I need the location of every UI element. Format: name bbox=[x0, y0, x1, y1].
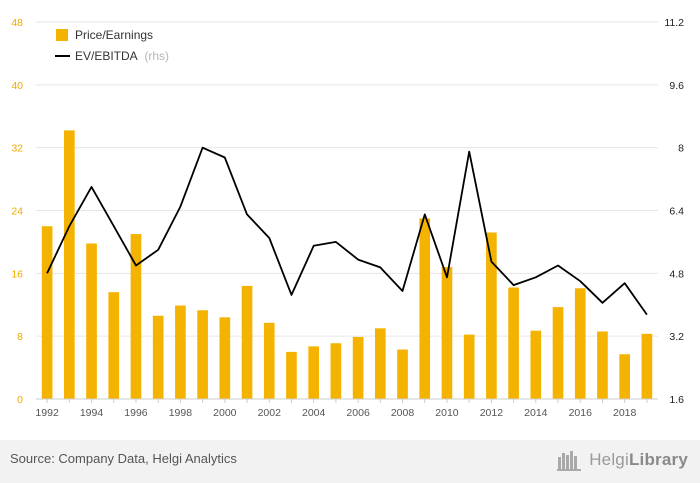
bar-price-earnings bbox=[108, 292, 120, 399]
x-axis-tick-label: 2016 bbox=[569, 407, 593, 419]
bar-price-earnings bbox=[397, 349, 408, 399]
bar-price-earnings bbox=[152, 315, 164, 399]
bar-price-earnings bbox=[463, 334, 475, 399]
x-axis-tick-label: 2004 bbox=[302, 407, 326, 419]
right-axis-tick-label: 4.8 bbox=[669, 268, 684, 280]
source-note: Source: Company Data, Helgi Analytics bbox=[10, 451, 237, 466]
legend-swatch-price-earnings bbox=[56, 29, 68, 41]
footer-bar bbox=[0, 440, 700, 483]
right-axis-tick-label: 3.2 bbox=[669, 331, 684, 343]
bar-price-earnings bbox=[263, 322, 275, 399]
library-books-icon bbox=[557, 451, 582, 471]
bar-price-earnings bbox=[308, 346, 320, 399]
bar-price-earnings bbox=[352, 336, 364, 399]
x-axis-tick-label: 1996 bbox=[124, 407, 148, 419]
x-axis-tick-label: 1998 bbox=[169, 407, 193, 419]
bar-price-earnings bbox=[41, 226, 53, 399]
legend-label-ev-ebitda: EV/EBITDA (rhs) bbox=[75, 49, 169, 63]
x-axis-tick-label: 2002 bbox=[258, 407, 282, 419]
x-axis-tick-label: 2018 bbox=[613, 407, 637, 419]
right-axis-tick-label: 8 bbox=[678, 143, 684, 155]
bar-price-earnings bbox=[175, 305, 186, 399]
left-axis-tick-label: 32 bbox=[11, 143, 23, 155]
legend-label-ev-ebitda-name: EV/EBITDA bbox=[75, 49, 138, 63]
bar-price-earnings bbox=[508, 287, 519, 399]
x-axis-tick-label: 2010 bbox=[435, 407, 459, 419]
legend-label-rhs-note: (rhs) bbox=[144, 49, 169, 63]
left-axis-tick-label: 0 bbox=[17, 394, 23, 406]
bar-price-earnings bbox=[552, 307, 564, 399]
left-axis-tick-label: 40 bbox=[11, 80, 23, 92]
right-axis-tick-label: 1.6 bbox=[669, 394, 684, 406]
bar-price-earnings bbox=[486, 232, 497, 399]
bar-price-earnings bbox=[641, 333, 653, 399]
bar-price-earnings bbox=[597, 331, 608, 399]
bar-price-earnings bbox=[197, 310, 208, 399]
helgi-library-logo[interactable]: HelgiLibrary bbox=[557, 446, 688, 474]
bar-price-earnings bbox=[86, 243, 97, 399]
bar-price-earnings bbox=[241, 285, 253, 399]
x-axis-tick-label: 2008 bbox=[391, 407, 415, 419]
bar-price-earnings bbox=[530, 330, 542, 399]
price-earnings-bars bbox=[41, 130, 653, 399]
bar-price-earnings bbox=[374, 328, 386, 399]
x-axis-tick-label: 2014 bbox=[524, 407, 548, 419]
bar-price-earnings bbox=[63, 130, 75, 399]
bar-price-earnings bbox=[130, 234, 142, 399]
gridlines bbox=[36, 21, 658, 337]
bar-price-earnings bbox=[574, 288, 586, 399]
bar-price-earnings bbox=[419, 218, 431, 399]
ev-ebitda-line bbox=[46, 146, 648, 316]
legend-label-price-earnings: Price/Earnings bbox=[75, 28, 153, 42]
right-axis-tick-label: 11.2 bbox=[664, 17, 684, 29]
left-axis-tick-label: 16 bbox=[11, 268, 23, 280]
bar-price-earnings bbox=[619, 354, 631, 399]
bar-price-earnings bbox=[330, 343, 342, 399]
x-axis-tick-label: 2000 bbox=[213, 407, 237, 419]
chart-area: 0 1.6 8 3.2 16 4.8 24 6.4 32 8 40 9.6 48 11.2 1992 1994… bbox=[11, 17, 684, 419]
right-axis-tick-label: 6.4 bbox=[669, 206, 684, 218]
x-axis-tick-label: 1992 bbox=[35, 407, 59, 419]
right-axis-tick-label: 9.6 bbox=[669, 80, 684, 92]
bar-price-earnings bbox=[441, 267, 453, 399]
left-axis-tick-label: 48 bbox=[11, 17, 23, 29]
bar-price-earnings bbox=[219, 317, 231, 399]
x-axis-tick-label: 2012 bbox=[480, 407, 504, 419]
x-axis-tick-label: 2006 bbox=[346, 407, 370, 419]
legend: Price/Earnings EV/EBITDA (rhs) bbox=[55, 28, 169, 63]
left-axis-tick-label: 8 bbox=[17, 331, 23, 343]
brand-name: HelgiLibrary bbox=[589, 450, 688, 469]
x-axis-tick-label: 1994 bbox=[80, 407, 104, 419]
left-axis-tick-label: 24 bbox=[11, 206, 23, 218]
bar-price-earnings bbox=[286, 351, 297, 399]
axes: 0 1.6 8 3.2 16 4.8 24 6.4 32 8 40 9.6 48 11.2 1992 1994… bbox=[11, 17, 684, 419]
